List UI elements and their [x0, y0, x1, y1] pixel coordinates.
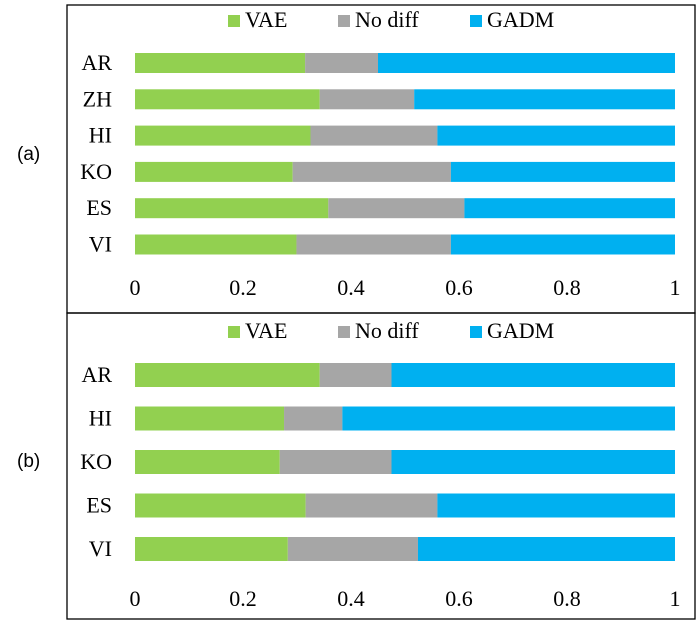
bar-no-diff [284, 406, 343, 431]
bar-vae [135, 234, 297, 255]
chart-panel-border [66, 312, 696, 620]
bar-gadm [464, 198, 675, 219]
x-tick-label: 0.2 [229, 586, 257, 611]
legend-swatch-no-diff [338, 326, 350, 338]
x-tick-label: 0.8 [553, 586, 581, 611]
chart-panel-border [66, 4, 696, 314]
bar-gadm [391, 363, 675, 387]
legend-label: GADM [487, 7, 554, 32]
bar-gadm [391, 450, 675, 474]
bar-no-diff [310, 125, 438, 146]
bar-gadm [450, 161, 675, 182]
x-tick-label: 0.8 [553, 275, 581, 300]
bar-vae [135, 363, 320, 387]
legend-label: GADM [487, 318, 554, 343]
bar-gadm [417, 537, 675, 561]
legend-label: No diff [355, 7, 419, 32]
legend-label: No diff [355, 318, 419, 343]
x-tick-label: 0.2 [229, 275, 257, 300]
bar-gadm [342, 406, 675, 431]
legend-swatch-gadm [470, 15, 482, 27]
bar-gadm [437, 493, 675, 518]
bar-vae [135, 406, 285, 431]
bar-vae [135, 53, 306, 73]
category-label: HI [89, 123, 112, 148]
category-label: ES [86, 195, 112, 220]
panel-label: (b) [17, 451, 40, 472]
legend-swatch-vae [228, 15, 240, 27]
x-tick-label: 0 [130, 586, 141, 611]
category-label: AR [81, 362, 112, 387]
x-tick-label: 0.6 [445, 586, 473, 611]
bar-no-diff [328, 198, 465, 219]
x-tick-label: 1 [670, 586, 681, 611]
bar-no-diff [305, 53, 378, 73]
bar-vae [135, 493, 306, 518]
bar-vae [135, 537, 288, 561]
bar-vae [135, 198, 329, 219]
bar-vae [135, 450, 280, 474]
bar-gadm [414, 89, 675, 110]
x-tick-label: 0.6 [445, 275, 473, 300]
category-label: ES [86, 493, 112, 518]
bar-vae [135, 89, 320, 110]
legend-swatch-gadm [470, 326, 482, 338]
bar-gadm [437, 125, 675, 146]
bar-gadm [378, 53, 675, 73]
legend-label: VAE [245, 318, 287, 343]
x-tick-label: 1 [670, 275, 681, 300]
bar-no-diff [287, 537, 418, 561]
legend-swatch-no-diff [338, 15, 350, 27]
category-label: ZH [83, 86, 112, 111]
category-label: KO [80, 159, 112, 184]
category-label: AR [81, 50, 112, 75]
category-label: KO [80, 449, 112, 474]
bar-no-diff [305, 493, 438, 518]
bar-no-diff [319, 363, 392, 387]
bar-no-diff [292, 161, 451, 182]
bar-no-diff [296, 234, 451, 255]
bar-no-diff [279, 450, 392, 474]
bar-vae [135, 125, 311, 146]
panel-label: (a) [17, 144, 40, 165]
bar-gadm [450, 234, 675, 255]
bar-no-diff [319, 89, 415, 110]
x-tick-label: 0 [130, 275, 141, 300]
category-label: VI [89, 536, 112, 561]
category-label: VI [89, 232, 112, 257]
bar-vae [135, 161, 293, 182]
x-tick-label: 0.4 [337, 586, 365, 611]
category-label: HI [89, 406, 112, 431]
legend-swatch-vae [228, 326, 240, 338]
x-tick-label: 0.4 [337, 275, 365, 300]
legend-label: VAE [245, 7, 287, 32]
